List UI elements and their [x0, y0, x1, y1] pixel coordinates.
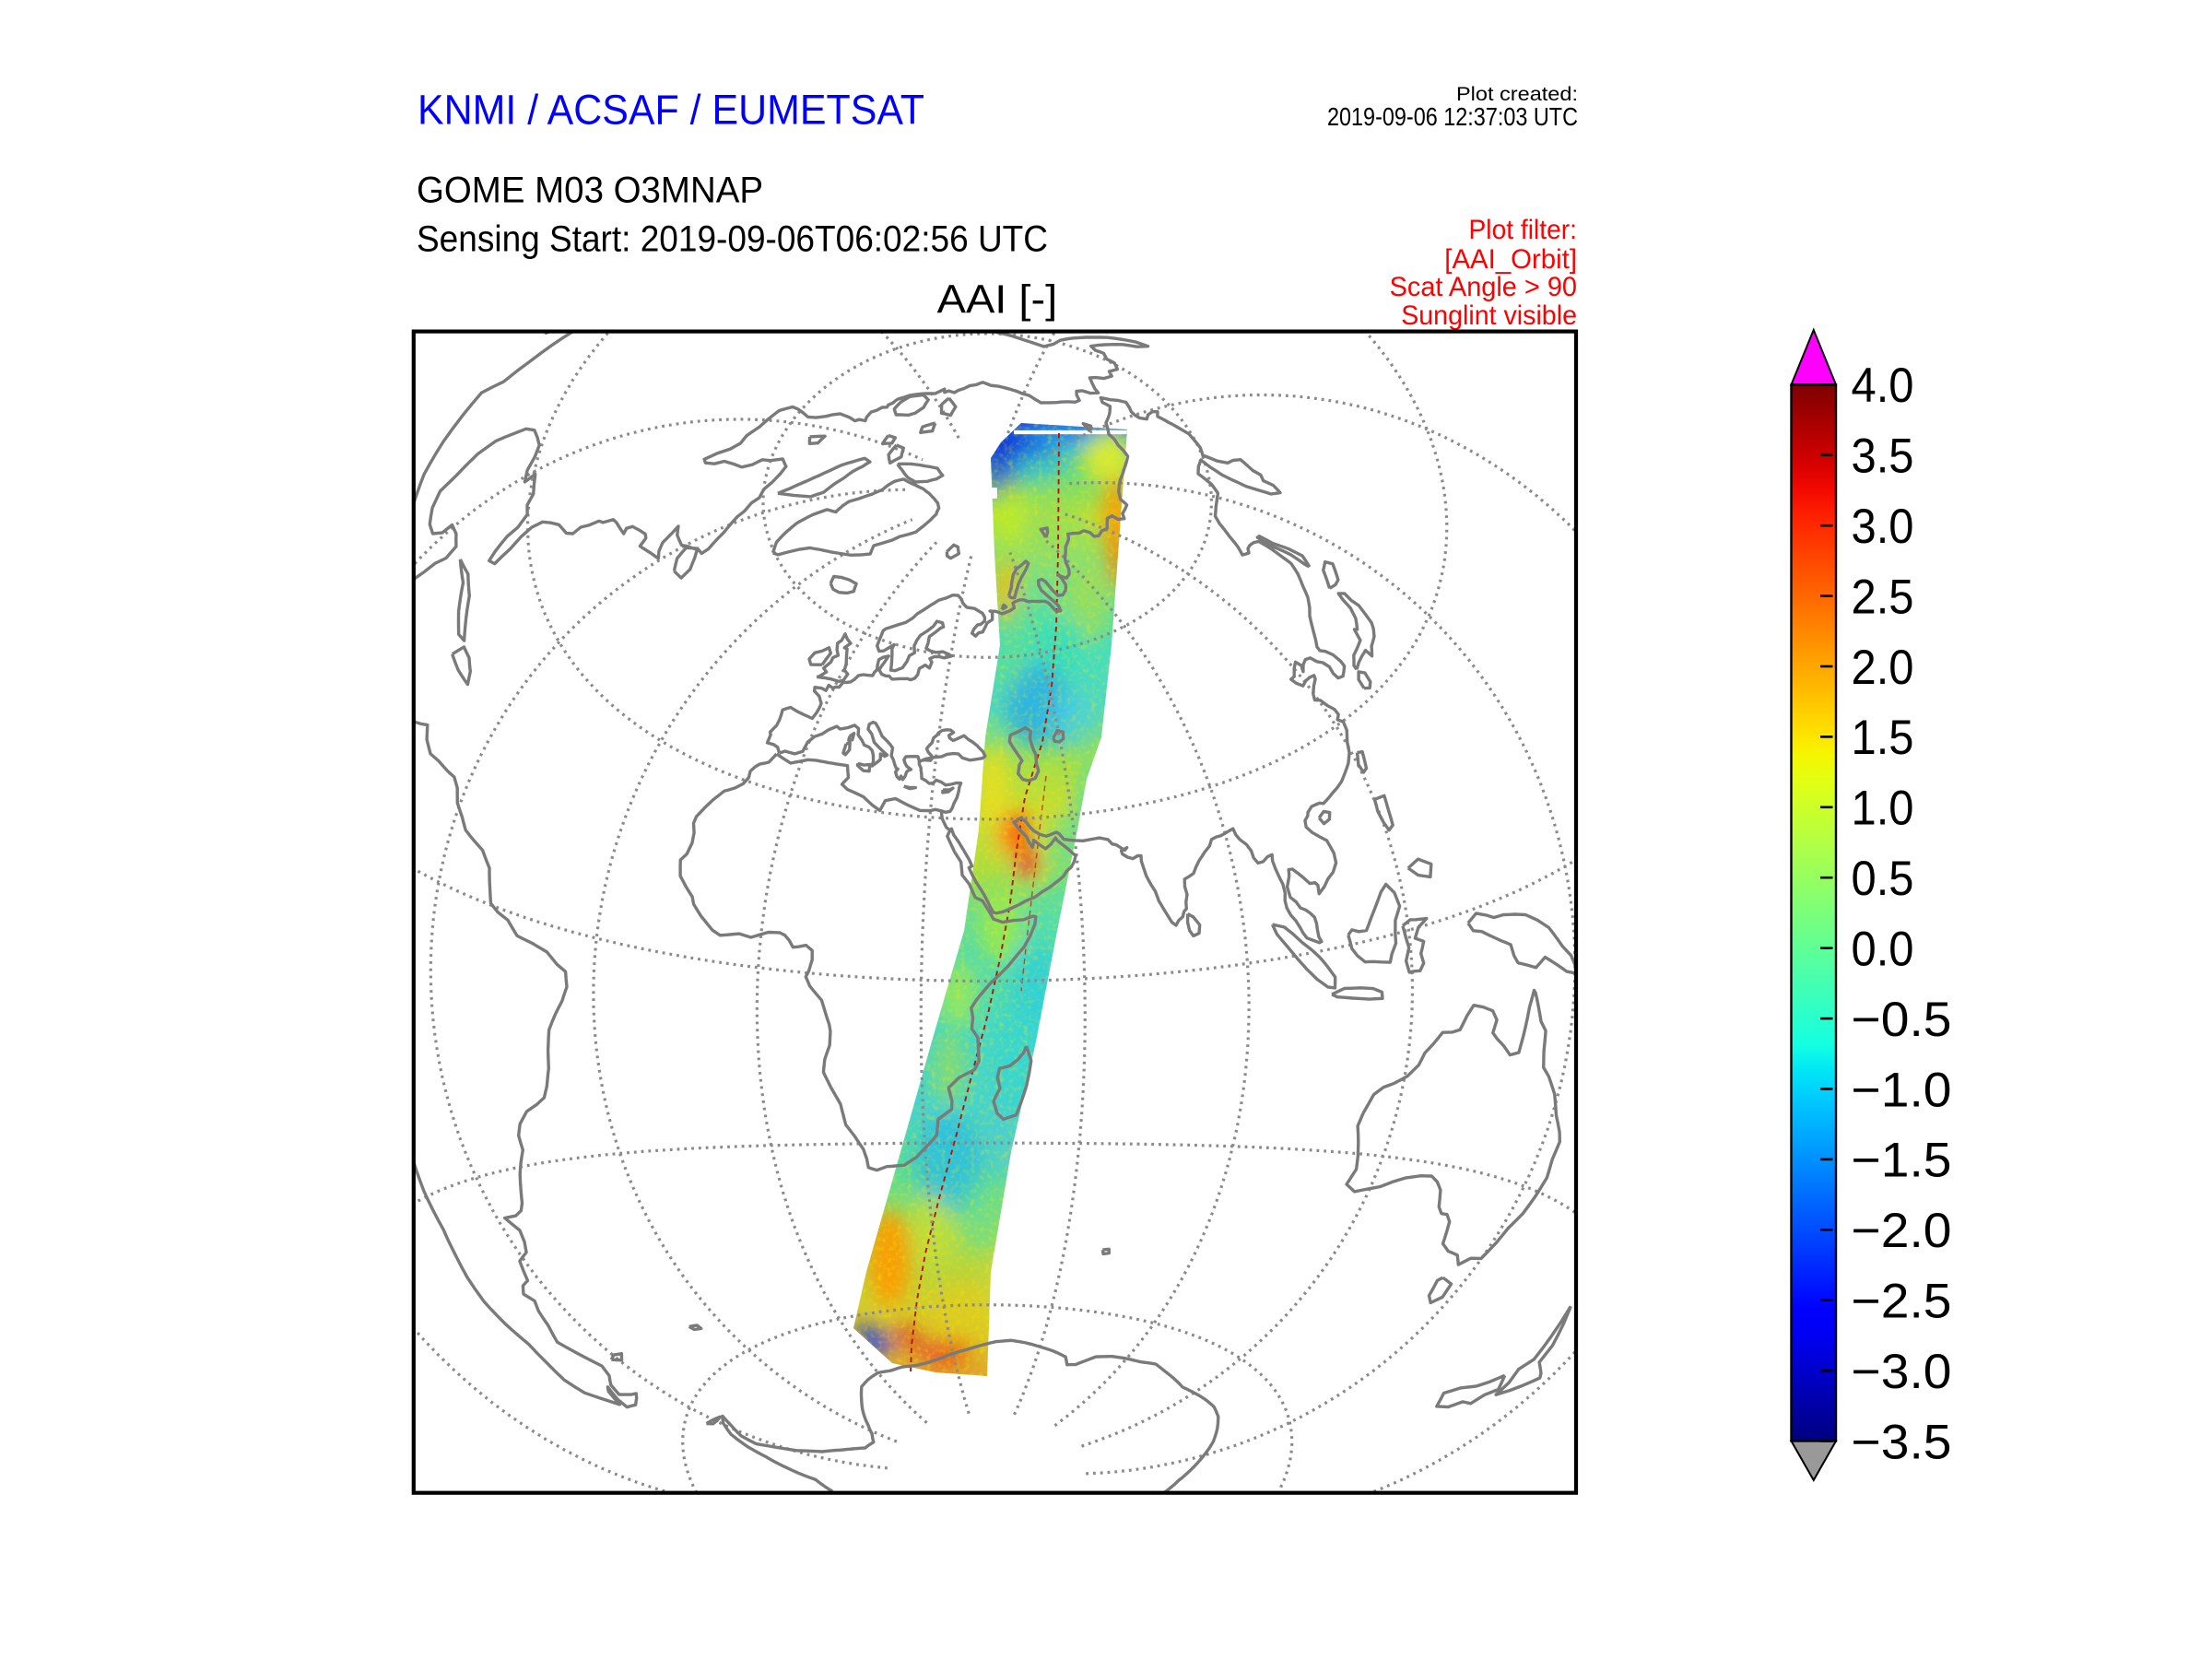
svg-text:3.5: 3.5 [1852, 429, 1914, 484]
svg-text:−1.5: −1.5 [1852, 1134, 1952, 1188]
svg-text:3.0: 3.0 [1852, 500, 1914, 554]
svg-text:2.5: 2.5 [1852, 570, 1914, 624]
svg-text:0.0: 0.0 [1852, 923, 1914, 977]
svg-text:Plot filter:: Plot filter: [1469, 215, 1578, 245]
svg-text:−2.5: −2.5 [1852, 1275, 1952, 1329]
svg-text:−3.5: −3.5 [1852, 1415, 1952, 1469]
svg-text:[AAI_Orbit]: [AAI_Orbit] [1444, 244, 1577, 275]
svg-text:−1.0: −1.0 [1852, 1063, 1952, 1117]
svg-text:4.0: 4.0 [1852, 359, 1914, 413]
svg-text:−2.0: −2.0 [1852, 1204, 1952, 1258]
svg-text:Scat Angle > 90: Scat Angle > 90 [1390, 272, 1577, 302]
svg-text:Sensing Start: 2019-09-06T06:0: Sensing Start: 2019-09-06T06:02:56 UTC [417, 219, 1048, 260]
svg-text:2.0: 2.0 [1852, 641, 1914, 695]
svg-text:−0.5: −0.5 [1852, 993, 1952, 1047]
svg-text:Sunglint visible: Sunglint visible [1401, 300, 1577, 331]
svg-text:1.5: 1.5 [1852, 711, 1914, 765]
svg-text:AAI [-]: AAI [-] [937, 277, 1058, 323]
svg-text:Plot created:: Plot created: [1456, 83, 1578, 105]
svg-text:KNMI / ACSAF / EUMETSAT: KNMI / ACSAF / EUMETSAT [418, 87, 924, 134]
svg-text:1.0: 1.0 [1852, 782, 1914, 836]
svg-text:−3.0: −3.0 [1852, 1345, 1952, 1399]
svg-text:0.5: 0.5 [1852, 852, 1914, 906]
svg-text:2019-09-06 12:37:03 UTC: 2019-09-06 12:37:03 UTC [1327, 102, 1578, 131]
svg-text:GOME M03 O3MNAP: GOME M03 O3MNAP [417, 170, 763, 210]
